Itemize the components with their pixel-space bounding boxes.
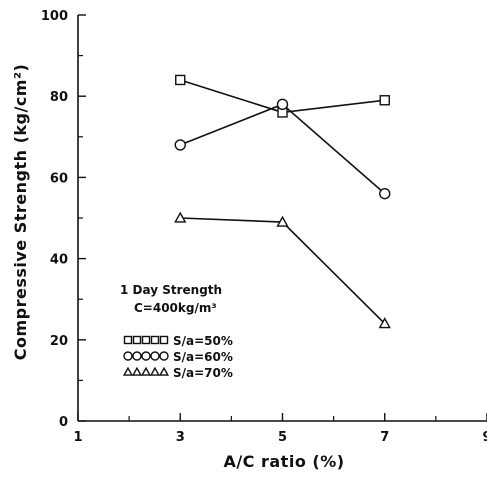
series-triangle bbox=[174, 211, 391, 329]
legend-entry: S/a=50% bbox=[123, 334, 233, 348]
legend-marker-triangle bbox=[140, 366, 152, 376]
data-point-triangle bbox=[378, 317, 391, 329]
legend-marker-square bbox=[141, 335, 151, 345]
x-tick-label: 9 bbox=[482, 430, 487, 445]
y-tick-label: 20 bbox=[50, 334, 68, 349]
x-tick-label: 5 bbox=[278, 430, 287, 445]
series-circle bbox=[174, 98, 391, 200]
data-point-circle bbox=[379, 187, 391, 200]
series-square bbox=[175, 74, 390, 118]
ticks-layer: 0 20 40 60 80 100 1 3 5 7 9 bbox=[41, 9, 487, 445]
legend-marker-square bbox=[132, 335, 142, 345]
y-tick-label: 80 bbox=[50, 90, 68, 105]
data-point-circle bbox=[174, 139, 186, 151]
series-line bbox=[179, 103, 386, 195]
legend-marker-triangle bbox=[122, 366, 134, 376]
legend-marker-circle bbox=[159, 351, 169, 361]
series-layer bbox=[174, 74, 391, 329]
legend-marker-circle bbox=[123, 351, 133, 361]
data-point-square bbox=[379, 95, 390, 106]
y-tick-label: 40 bbox=[50, 253, 68, 268]
data-point-triangle bbox=[276, 215, 289, 227]
legend-marker-triangle bbox=[149, 366, 161, 376]
data-point-circle bbox=[276, 98, 289, 111]
x-tick-label: 1 bbox=[73, 430, 82, 445]
data-point-square bbox=[175, 74, 186, 86]
legend-marker-triangle bbox=[158, 366, 170, 376]
x-axis-title: A/C ratio (%) bbox=[223, 452, 344, 471]
legend-label: S/a=50% bbox=[173, 334, 233, 348]
y-tick-label: 60 bbox=[50, 171, 68, 186]
x-tick-label: 3 bbox=[176, 430, 185, 445]
y-tick-label: 100 bbox=[41, 9, 68, 24]
legend-marker-square bbox=[123, 335, 133, 345]
legend-marker-circle bbox=[150, 351, 160, 361]
legend-marker-circle bbox=[132, 351, 142, 361]
legend-entry: S/a=60% bbox=[123, 350, 233, 364]
data-point-triangle bbox=[174, 211, 187, 223]
legend-marker-square bbox=[159, 335, 169, 345]
legend-label: S/a=60% bbox=[173, 350, 233, 364]
annotation-line1: 1 Day Strength bbox=[120, 283, 222, 297]
legend-entry: S/a=70% bbox=[122, 366, 233, 380]
y-tick-label: 0 bbox=[59, 415, 68, 430]
legend-label: S/a=70% bbox=[173, 366, 233, 380]
x-tick-label: 7 bbox=[380, 430, 389, 445]
legend-marker-square bbox=[150, 335, 160, 345]
y-axis-title: Compressive Strength (kg/cm²) bbox=[11, 64, 30, 361]
annotation-line2: C=400kg/m³ bbox=[134, 301, 217, 315]
legend: S/a=50% S/a=60% S/a=70% bbox=[122, 334, 233, 380]
legend-marker-triangle bbox=[131, 366, 143, 376]
legend-marker-circle bbox=[141, 351, 151, 361]
